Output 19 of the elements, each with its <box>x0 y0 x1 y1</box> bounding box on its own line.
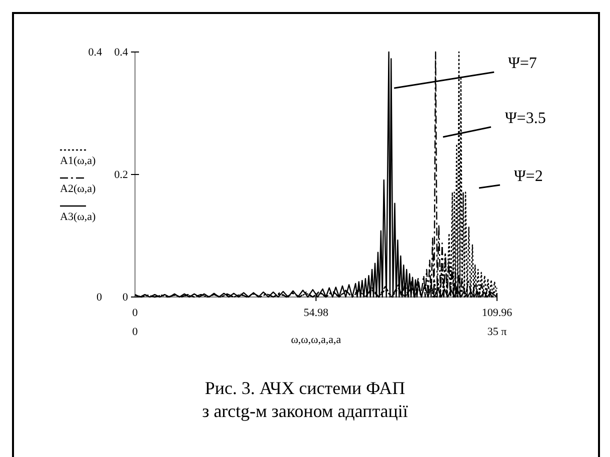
x-tick-label: 109.96 <box>482 307 513 320</box>
x-tick-label: 0 <box>132 307 138 320</box>
x2-tick-label: 35 π <box>487 326 508 338</box>
y2-tick-label: 0.4 <box>88 46 102 59</box>
x-tick-label: 54.98 <box>304 307 329 320</box>
x-axis-title: ω,ω,ω,a,a,a <box>290 334 342 346</box>
text: Ψ=3.5 <box>505 110 546 127</box>
legend-label: A3(ω,a) <box>60 211 96 223</box>
legend-label: A1(ω,a) <box>60 155 96 167</box>
annotation: Ψ=7 <box>508 55 537 72</box>
y-tick-label: 0 <box>122 292 128 304</box>
y2-tick-label: 0 <box>96 292 102 304</box>
legend-label: A2(ω,a) <box>60 183 96 195</box>
text: Рис. 3. АЧХ системи ФАП <box>204 378 406 398</box>
x2-tick-label: 0 <box>132 326 138 338</box>
text: з arctg-м законом адаптації <box>202 401 408 421</box>
text: Ψ=2 <box>514 168 543 185</box>
y-tick-label: 0.2 <box>114 169 128 182</box>
y-tick-label: 0.4 <box>114 46 128 59</box>
